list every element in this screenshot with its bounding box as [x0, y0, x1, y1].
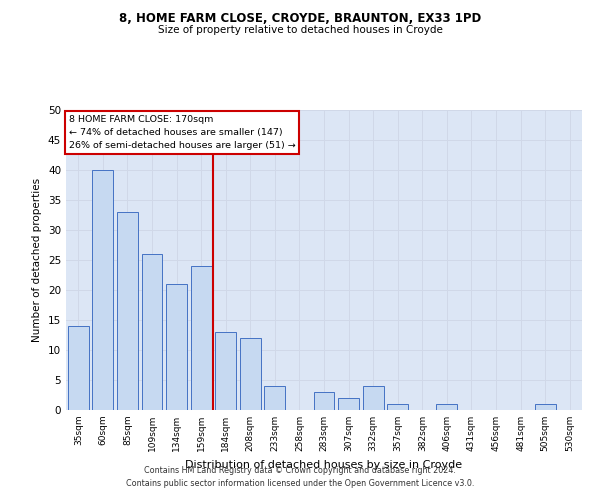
- Bar: [166, 284, 187, 410]
- Bar: [362, 386, 383, 410]
- Bar: [68, 326, 89, 410]
- Bar: [117, 212, 138, 410]
- Y-axis label: Number of detached properties: Number of detached properties: [32, 178, 43, 342]
- Bar: [191, 266, 212, 410]
- Text: 8, HOME FARM CLOSE, CROYDE, BRAUNTON, EX33 1PD: 8, HOME FARM CLOSE, CROYDE, BRAUNTON, EX…: [119, 12, 481, 26]
- Bar: [436, 404, 457, 410]
- X-axis label: Distribution of detached houses by size in Croyde: Distribution of detached houses by size …: [185, 460, 463, 469]
- Text: 8 HOME FARM CLOSE: 170sqm
← 74% of detached houses are smaller (147)
26% of semi: 8 HOME FARM CLOSE: 170sqm ← 74% of detac…: [68, 114, 295, 150]
- Bar: [265, 386, 286, 410]
- Bar: [92, 170, 113, 410]
- Bar: [338, 398, 359, 410]
- Bar: [215, 332, 236, 410]
- Bar: [240, 338, 261, 410]
- Bar: [535, 404, 556, 410]
- Text: Contains HM Land Registry data © Crown copyright and database right 2024.
Contai: Contains HM Land Registry data © Crown c…: [126, 466, 474, 487]
- Bar: [142, 254, 163, 410]
- Bar: [314, 392, 334, 410]
- Bar: [387, 404, 408, 410]
- Text: Size of property relative to detached houses in Croyde: Size of property relative to detached ho…: [158, 25, 442, 35]
